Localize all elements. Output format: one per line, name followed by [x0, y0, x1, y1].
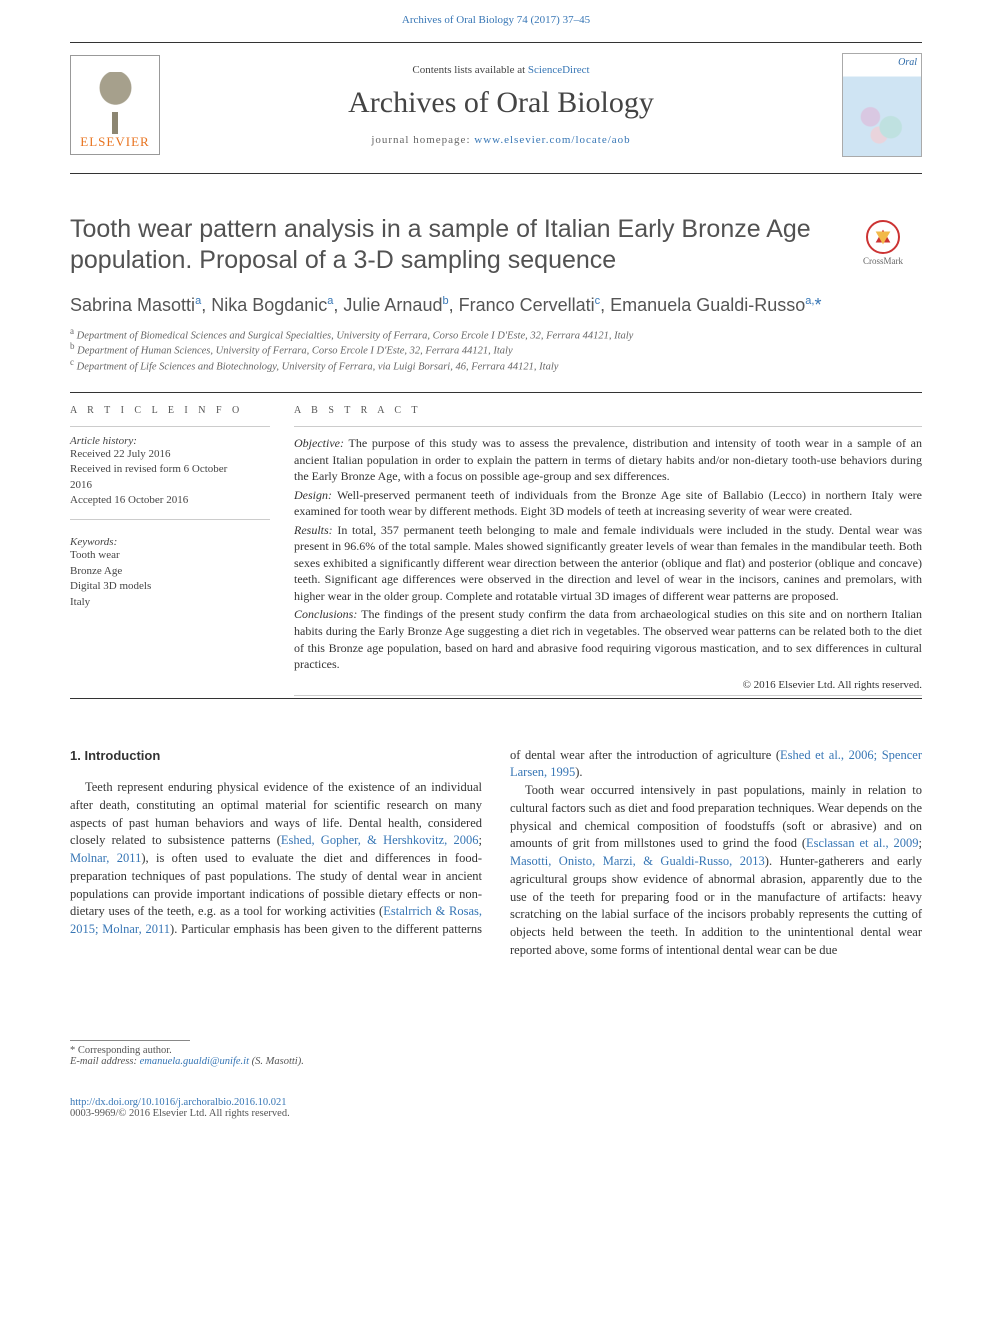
cover-art-icon — [853, 96, 911, 148]
citation-line: Archives of Oral Biology 74 (2017) 37–45 — [0, 0, 992, 42]
abstract-copyright: © 2016 Elsevier Ltd. All rights reserved… — [294, 679, 922, 691]
article-info-heading: A R T I C L E I N F O — [70, 405, 246, 416]
journal-cover-thumbnail: Oral — [842, 53, 922, 157]
divider — [294, 426, 922, 427]
journal-homepage-link[interactable]: www.elsevier.com/locate/aob — [474, 134, 630, 146]
article-info-block: A R T I C L E I N F O Article history: R… — [70, 393, 922, 696]
sciencedirect-line: Contents lists available at ScienceDirec… — [160, 64, 842, 76]
corresponding-author-footer: * Corresponding author. E-mail address: … — [70, 1040, 922, 1067]
citation-link[interactable]: Eshed, Gopher, & Hershkovitz, 2006 — [281, 833, 479, 847]
abstract-heading: A B S T R A C T — [294, 405, 922, 416]
keyword: Tooth wear — [70, 548, 246, 564]
abstract-results: Results: In total, 357 permanent teeth b… — [294, 522, 922, 605]
body-paragraph: Tooth wear occurred intensively in past … — [510, 782, 922, 960]
corresponding-email: E-mail address: emanuela.gualdi@unife.it… — [70, 1056, 922, 1067]
affiliation-a: a Department of Biomedical Sciences and … — [70, 326, 922, 342]
sciencedirect-link[interactable]: ScienceDirect — [528, 64, 590, 76]
doi-link[interactable]: http://dx.doi.org/10.1016/j.archoralbio.… — [70, 1097, 287, 1108]
keyword: Bronze Age — [70, 564, 246, 580]
history-head: Article history: — [70, 435, 246, 447]
issn-line: 0003-9969/© 2016 Elsevier Ltd. All right… — [70, 1108, 922, 1119]
keyword: Digital 3D models — [70, 579, 246, 595]
doi-footer: http://dx.doi.org/10.1016/j.archoralbio.… — [70, 1097, 922, 1119]
affiliations: a Department of Biomedical Sciences and … — [70, 326, 922, 373]
history-accepted: Accepted 16 October 2016 — [70, 493, 246, 508]
divider — [70, 519, 270, 520]
citation-link[interactable]: Esclassan et al., 2009 — [806, 836, 919, 850]
affiliation-c: c Department of Life Sciences and Biotec… — [70, 357, 922, 373]
divider — [70, 1040, 190, 1041]
history-received: Received 22 July 2016 — [70, 447, 246, 462]
abstract-conclusions: Conclusions: The findings of the present… — [294, 606, 922, 672]
crossmark-icon — [866, 220, 900, 254]
homepage-prefix: journal homepage: — [371, 134, 474, 146]
elsevier-logo: ELSEVIER — [70, 55, 160, 155]
affiliation-b: b Department of Human Sciences, Universi… — [70, 341, 922, 357]
elsevier-tree-icon — [88, 72, 143, 134]
history-revised: Received in revised form 6 October 2016 — [70, 462, 246, 493]
article-info-left: A R T I C L E I N F O Article history: R… — [70, 405, 270, 696]
elsevier-wordmark: ELSEVIER — [80, 134, 149, 154]
cover-title: Oral — [898, 57, 917, 68]
citation-link[interactable]: Masotti, Onisto, Marzi, & Gualdi-Russo, … — [510, 854, 765, 868]
article-title: Tooth wear pattern analysis in a sample … — [70, 214, 830, 277]
citation-link[interactable]: Molnar, 2011 — [70, 851, 141, 865]
abstract-design: Design: Well-preserved permanent teeth o… — [294, 487, 922, 520]
keywords-head: Keywords: — [70, 536, 246, 548]
body-text: 1. Introduction Teeth represent enduring… — [70, 747, 922, 960]
divider — [70, 698, 922, 699]
email-link[interactable]: emanuela.gualdi@unife.it — [140, 1056, 249, 1067]
crossmark-label: CrossMark — [863, 256, 903, 266]
journal-header: ELSEVIER Contents lists available at Sci… — [70, 42, 922, 174]
crossmark-badge[interactable]: CrossMark — [844, 220, 922, 266]
corresponding-author: * Corresponding author. — [70, 1045, 922, 1056]
contents-prefix: Contents lists available at — [412, 64, 527, 76]
divider — [70, 426, 270, 427]
abstract-objective: Objective: The purpose of this study was… — [294, 435, 922, 485]
divider — [294, 695, 922, 696]
journal-title: Archives of Oral Biology — [160, 86, 842, 120]
abstract-block: A B S T R A C T Objective: The purpose o… — [270, 405, 922, 696]
journal-header-center: Contents lists available at ScienceDirec… — [160, 64, 842, 146]
authors-list: Sabrina Masottia, Nika Bogdanica, Julie … — [70, 295, 922, 316]
section-heading: 1. Introduction — [70, 747, 482, 765]
journal-homepage-line: journal homepage: www.elsevier.com/locat… — [160, 134, 842, 146]
keyword: Italy — [70, 595, 246, 611]
